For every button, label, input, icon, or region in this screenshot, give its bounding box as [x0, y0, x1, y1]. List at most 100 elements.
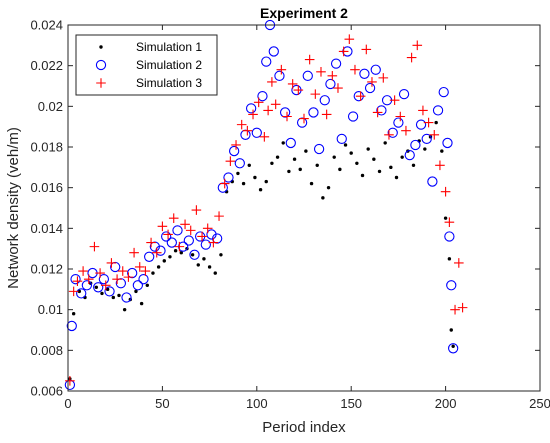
- data-point: [454, 258, 464, 268]
- y-tick-label: 0.024: [30, 18, 63, 33]
- series-2: [64, 19, 459, 391]
- data-point: [134, 262, 145, 272]
- data-point: [398, 88, 410, 100]
- data-point: [180, 219, 190, 230]
- data-point: [316, 66, 326, 77]
- legend-box: [75, 34, 218, 96]
- data-point: [76, 288, 87, 299]
- data-point: [219, 178, 230, 189]
- legend-label: Simulation 2: [136, 58, 202, 72]
- data-point: [111, 295, 116, 300]
- data-point: [367, 77, 377, 87]
- data-point: [172, 225, 183, 236]
- data-point: [264, 179, 268, 184]
- y-axis-ticks: 0.006 0.008 0.01 0.012 0.014 0.016 0.018 0.02 0.…: [30, 18, 540, 399]
- data-point: [292, 157, 297, 161]
- data-point: [253, 175, 257, 180]
- data-point: [447, 257, 452, 261]
- axes-box: [67, 24, 541, 392]
- data-point: [219, 253, 223, 257]
- data-point: [299, 113, 309, 124]
- legend: Simulation 1 Simulation 2 Simulation 3: [75, 34, 218, 96]
- data-point: [144, 251, 155, 262]
- data-point: [68, 286, 79, 297]
- data-point: [213, 271, 217, 275]
- data-point: [268, 46, 279, 57]
- data-point: [236, 171, 240, 176]
- data-point: [321, 109, 332, 120]
- data-point: [319, 95, 330, 106]
- y-tick-label: 0.006: [30, 384, 63, 399]
- data-point: [197, 231, 207, 242]
- data-point: [406, 52, 417, 63]
- data-point: [389, 165, 393, 170]
- x-tick-label: 50: [155, 396, 169, 411]
- data-point: [81, 280, 93, 291]
- data-point: [287, 79, 298, 89]
- data-point: [427, 176, 438, 187]
- data-point: [451, 344, 455, 348]
- y-tick-label: 0.008: [30, 343, 63, 358]
- data-point: [355, 161, 359, 165]
- data-point: [190, 253, 195, 257]
- data-point: [330, 58, 342, 69]
- data-point: [395, 111, 406, 122]
- data-point: [376, 105, 387, 116]
- data-point: [281, 141, 285, 145]
- data-point: [411, 163, 416, 167]
- data-point: [200, 239, 211, 250]
- data-point: [234, 158, 245, 169]
- series-layer: [64, 19, 468, 391]
- data-point: [70, 274, 81, 285]
- data-point: [304, 149, 308, 153]
- data-point: [122, 307, 127, 312]
- data-point: [327, 71, 338, 81]
- y-tick-label: 0.02: [38, 99, 63, 114]
- data-point: [276, 64, 287, 75]
- data-point: [423, 117, 434, 128]
- data-point: [261, 56, 272, 67]
- data-point: [384, 130, 394, 140]
- data-point: [304, 54, 315, 65]
- data-point: [285, 137, 296, 149]
- data-point: [313, 143, 325, 155]
- data-point: [423, 147, 427, 151]
- y-axis-label: Network density (veh/m): [5, 127, 22, 289]
- data-point: [168, 255, 172, 259]
- data-point: [157, 221, 168, 232]
- data-point: [123, 272, 134, 282]
- data-point: [166, 237, 177, 248]
- legend-marker: [99, 45, 103, 49]
- data-point: [444, 217, 455, 228]
- data-point: [231, 140, 241, 150]
- data-point: [315, 163, 319, 167]
- data-point: [274, 70, 285, 81]
- data-point: [377, 169, 382, 174]
- data-point: [349, 151, 353, 155]
- chart-title: Experiment 2: [260, 5, 348, 21]
- data-point: [94, 285, 99, 289]
- data-point: [105, 287, 110, 292]
- legend-marker: [96, 78, 106, 88]
- data-point: [279, 107, 291, 118]
- x-tick-label: 0: [64, 396, 71, 411]
- data-point: [344, 34, 355, 45]
- data-point: [117, 266, 128, 276]
- data-point: [112, 274, 122, 284]
- y-tick-label: 0.014: [30, 221, 63, 236]
- data-point: [71, 312, 76, 316]
- data-point: [434, 120, 438, 125]
- data-point: [138, 274, 149, 285]
- data-point: [236, 119, 247, 130]
- data-point: [72, 276, 83, 286]
- data-point: [100, 291, 104, 296]
- data-point: [115, 278, 127, 289]
- data-point: [259, 132, 270, 142]
- data-point: [174, 241, 185, 252]
- data-point: [432, 105, 444, 116]
- data-point: [132, 280, 144, 291]
- data-point: [183, 235, 194, 246]
- data-point: [134, 289, 138, 294]
- data-point: [350, 64, 360, 75]
